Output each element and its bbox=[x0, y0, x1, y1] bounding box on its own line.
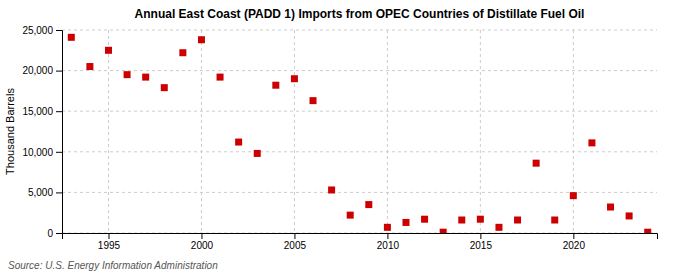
x-tick-mark bbox=[387, 233, 388, 239]
y-axis-title: Thousand Barrels bbox=[4, 88, 16, 175]
point bbox=[440, 229, 447, 233]
point bbox=[626, 212, 633, 219]
x-tick-label: 2010 bbox=[377, 240, 400, 251]
x-tick-mark bbox=[108, 233, 109, 239]
y-tick-mark bbox=[56, 111, 62, 112]
x-tick-label: 2005 bbox=[284, 240, 307, 251]
x-tick-label: 2020 bbox=[563, 240, 586, 251]
point bbox=[235, 139, 242, 146]
y-tick: 15,000 bbox=[22, 106, 62, 117]
y-tick-mark bbox=[56, 192, 62, 193]
x-tick-mark bbox=[480, 233, 481, 239]
y-tick-mark bbox=[56, 71, 62, 72]
point bbox=[272, 82, 279, 89]
point bbox=[291, 75, 298, 82]
grid bbox=[62, 30, 657, 233]
x-tick-label: 1995 bbox=[98, 240, 121, 251]
grid-line bbox=[62, 111, 657, 112]
point bbox=[458, 217, 465, 224]
point bbox=[607, 204, 614, 211]
y-tick: 10,000 bbox=[22, 147, 62, 158]
x-tick-mark bbox=[294, 233, 295, 239]
x-tick-label: 2015 bbox=[470, 240, 493, 251]
title: Annual East Coast (PADD 1) Imports from … bbox=[135, 7, 585, 21]
grid-line bbox=[201, 30, 202, 233]
y-tick-label: 5,000 bbox=[28, 187, 53, 198]
point bbox=[347, 212, 354, 219]
grid-line bbox=[62, 30, 657, 31]
x-tick: 2015 bbox=[470, 233, 493, 251]
y-tick-label: 20,000 bbox=[22, 65, 53, 76]
point bbox=[254, 150, 261, 157]
point bbox=[365, 201, 372, 208]
x-tick: 2005 bbox=[284, 233, 307, 251]
y-tick: 5,000 bbox=[28, 187, 62, 198]
point bbox=[86, 63, 93, 70]
x-tick: 2000 bbox=[191, 233, 214, 251]
point bbox=[217, 74, 224, 81]
plot: 1995 2000 2005 2010 2015 2020 0 5,000 10,000 15,0… bbox=[22, 25, 657, 251]
x-axis-line bbox=[63, 234, 658, 240]
point bbox=[384, 224, 391, 231]
x-tick-label: 2000 bbox=[191, 240, 214, 251]
x-tick: 2010 bbox=[377, 233, 400, 251]
point bbox=[402, 219, 409, 226]
point bbox=[328, 186, 335, 193]
y-tick: 25,000 bbox=[22, 25, 62, 36]
grid-line bbox=[108, 30, 109, 233]
point bbox=[421, 216, 428, 223]
grid-line bbox=[573, 30, 574, 233]
y-tick-mark bbox=[56, 233, 62, 234]
y-tick-label: 15,000 bbox=[22, 106, 53, 117]
y-axis-line bbox=[56, 31, 63, 234]
x-tick: 2020 bbox=[563, 233, 586, 251]
grid-line bbox=[387, 30, 388, 233]
point bbox=[161, 84, 168, 91]
y-tick-label: 25,000 bbox=[22, 25, 53, 36]
point bbox=[68, 34, 75, 41]
point bbox=[477, 216, 484, 223]
point bbox=[551, 217, 558, 224]
y-tick-label: 10,000 bbox=[22, 147, 53, 158]
point bbox=[105, 47, 112, 54]
grid-line bbox=[62, 70, 657, 71]
point bbox=[644, 229, 651, 233]
grid-line bbox=[62, 151, 657, 152]
point bbox=[570, 192, 577, 199]
point bbox=[198, 36, 205, 43]
y-tick: 20,000 bbox=[22, 65, 62, 76]
y-tick-mark bbox=[56, 30, 62, 31]
point bbox=[179, 49, 186, 56]
point bbox=[588, 139, 595, 146]
point bbox=[124, 71, 131, 78]
chart: 1995 2000 2005 2010 2015 2020 0 5,000 10,000 15,0… bbox=[0, 0, 675, 275]
y-tick-label: 0 bbox=[47, 228, 53, 239]
x-tick-mark bbox=[573, 233, 574, 239]
x-tick: 1995 bbox=[98, 233, 121, 251]
y-axis: 0 5,000 10,000 15,000 20,000 25,000 bbox=[22, 25, 62, 239]
source: Source: U.S. Energy Information Administ… bbox=[8, 260, 218, 271]
points bbox=[68, 34, 651, 233]
point bbox=[533, 160, 540, 167]
grid-line bbox=[62, 192, 657, 193]
y-tick-mark bbox=[56, 152, 62, 153]
point bbox=[495, 224, 502, 231]
y-tick: 0 bbox=[47, 228, 62, 239]
x-axis: 1995 2000 2005 2010 2015 2020 bbox=[63, 233, 658, 251]
grid-line bbox=[480, 30, 481, 233]
x-tick-mark bbox=[201, 233, 202, 239]
point bbox=[514, 217, 521, 224]
point bbox=[310, 97, 317, 104]
grid-line bbox=[294, 30, 295, 233]
point bbox=[142, 74, 149, 81]
